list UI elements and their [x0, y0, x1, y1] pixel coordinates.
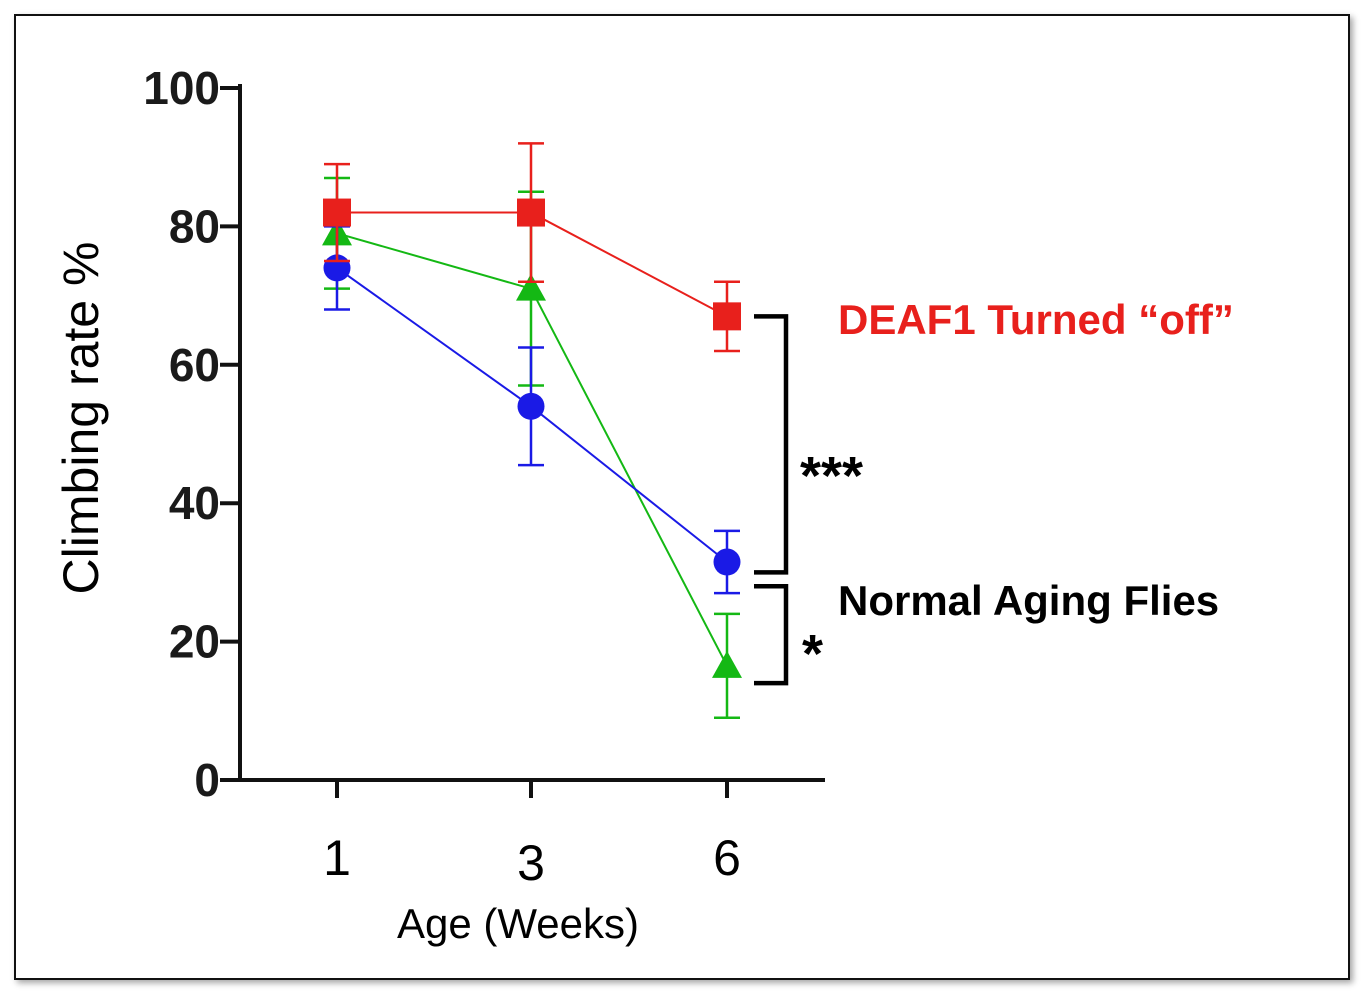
y-tick-label: 40: [169, 477, 220, 529]
figure-frame: [14, 14, 1350, 980]
annotation-normal-aging: Normal Aging Flies: [838, 577, 1219, 624]
y-tick-label: 80: [169, 200, 220, 252]
x-tick-label: 6: [713, 830, 741, 886]
bracket-2: [754, 583, 789, 686]
series-square: [323, 142, 741, 353]
data-point-square: [323, 198, 351, 227]
significance-brackets: [754, 314, 789, 686]
x-tick-label: 1: [323, 830, 351, 886]
y-tick-label: 0: [194, 754, 220, 806]
data-point-square: [517, 198, 545, 227]
series-layer: [322, 142, 742, 719]
significance-label-1: ***: [800, 446, 863, 506]
x-axis-label: Age (Weeks): [397, 900, 639, 947]
x-tick-label: 3: [517, 835, 545, 891]
y-axis-label: Climbing rate %: [53, 242, 109, 595]
y-tick-label: 20: [169, 616, 220, 668]
bracket-1: [754, 314, 789, 575]
significance-label-2: *: [802, 624, 823, 684]
y-tick-label: 60: [169, 339, 220, 391]
axes: 0 20 40 60 80 100 1 3 6: [143, 62, 825, 891]
data-point-triangle: [712, 650, 742, 678]
data-point-circle: [517, 392, 545, 420]
data-point-triangle: [516, 273, 546, 301]
annotation-deaf1-off: DEAF1 Turned “off”: [838, 296, 1234, 343]
data-point-circle: [713, 548, 741, 576]
y-tick-label: 100: [143, 62, 220, 114]
data-point-square: [713, 302, 741, 331]
